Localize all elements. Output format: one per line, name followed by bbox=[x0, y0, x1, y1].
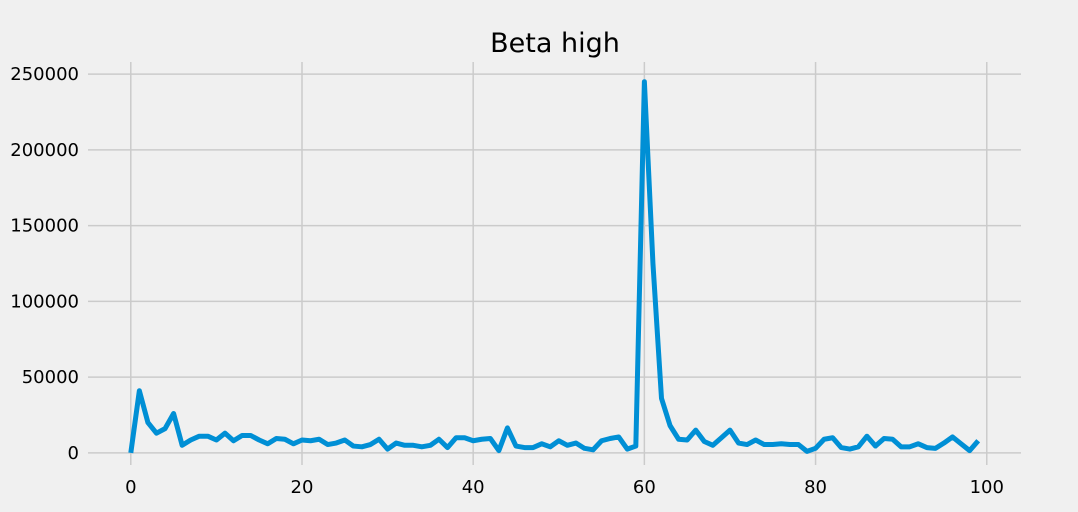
series-line bbox=[128, 79, 981, 454]
y-tick-label: 0 bbox=[68, 443, 79, 464]
x-tick-label: 0 bbox=[125, 477, 136, 498]
grid-lines bbox=[88, 62, 1021, 465]
x-tick-label: 80 bbox=[804, 477, 827, 498]
x-tick-label: 60 bbox=[633, 477, 656, 498]
x-tick-label: 20 bbox=[291, 477, 314, 498]
chart-title: Beta high bbox=[490, 28, 620, 59]
y-tick-label: 150000 bbox=[10, 216, 79, 237]
x-axis: 0 20 40 60 80 100 bbox=[125, 477, 1004, 498]
y-tick-label: 200000 bbox=[10, 140, 79, 161]
x-tick-label: 40 bbox=[462, 477, 485, 498]
y-tick-label: 250000 bbox=[10, 64, 79, 85]
y-axis: 0 50000 100000 150000 200000 250000 bbox=[10, 64, 79, 464]
y-tick-label: 50000 bbox=[22, 367, 79, 388]
series-group bbox=[128, 79, 981, 454]
y-tick-label: 100000 bbox=[10, 291, 79, 312]
x-tick-label: 100 bbox=[970, 477, 1004, 498]
